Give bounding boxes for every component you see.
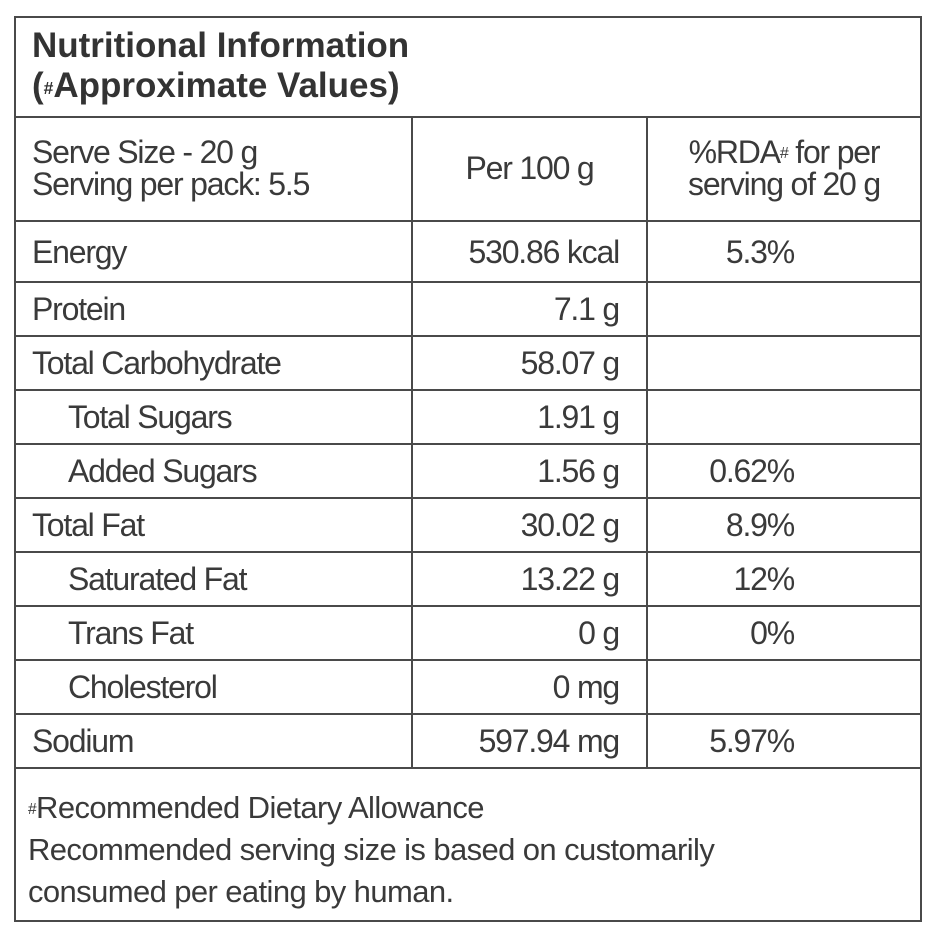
- title-line-2: (#Approximate Values): [32, 66, 920, 106]
- rda-line-2: serving of 20 g: [688, 166, 881, 202]
- label-title: Nutritional Information (#Approximate Va…: [16, 18, 920, 118]
- footer-line-1-text: Recommended Dietary Allowance: [36, 790, 484, 825]
- rda-value: 5.97%: [646, 713, 920, 769]
- nutrient-name: Total Fat: [16, 497, 413, 553]
- per100-value: 58.07 g: [411, 335, 648, 391]
- rda-value: [646, 659, 920, 715]
- rda-value: 5.3%: [646, 221, 920, 283]
- header-row: Serve Size - 20 g Serving per pack: 5.5 P…: [16, 116, 920, 222]
- nutrient-name: Added Sugars: [16, 443, 413, 499]
- nutrient-name: Sodium: [16, 713, 413, 769]
- nutrient-name: Trans Fat: [16, 605, 413, 661]
- per100-value: 0 mg: [411, 659, 648, 715]
- nutrient-name: Protein: [16, 281, 413, 337]
- rda-value: 12%: [646, 551, 920, 607]
- table-row: Protein 7.1 g: [16, 281, 920, 337]
- footer-line-3: consumed per eating by human.: [28, 874, 454, 909]
- title-line-1: Nutritional Information: [32, 26, 410, 65]
- hash-sup: #: [43, 78, 54, 98]
- rda-value: [646, 389, 920, 445]
- hash-sup: #: [28, 801, 37, 818]
- table-row: Energy 530.86 kcal 5.3%: [16, 221, 920, 283]
- rda-label-post: for per: [787, 134, 880, 170]
- rda-value: 0%: [646, 605, 920, 661]
- table-row: Total Fat 30.02 g 8.9%: [16, 497, 920, 553]
- per100-value: 30.02 g: [411, 497, 648, 553]
- serve-size-cell: Serve Size - 20 g Serving per pack: 5.5: [16, 116, 413, 222]
- title-line-2-text: Approximate Values): [53, 66, 400, 105]
- per100-header: Per 100 g: [411, 116, 648, 222]
- per100-value: 13.22 g: [411, 551, 648, 607]
- table-row: Sodium 597.94 mg 5.97%: [16, 713, 920, 769]
- table-row: Total Sugars 1.91 g: [16, 389, 920, 445]
- per100-value: 1.56 g: [411, 443, 648, 499]
- table-row: Saturated Fat 13.22 g 12%: [16, 551, 920, 607]
- table-row: Added Sugars 1.56 g 0.62%: [16, 443, 920, 499]
- nutrition-label: Nutritional Information (#Approximate Va…: [14, 16, 922, 922]
- per100-value: 530.86 kcal: [411, 221, 648, 283]
- paren: (: [32, 66, 44, 105]
- footer-note: #Recommended Dietary Allowance Recommend…: [16, 775, 932, 913]
- footer-line-1: #Recommended Dietary Allowance: [28, 787, 932, 829]
- per100-value: 0 g: [411, 605, 648, 661]
- table-row: Cholesterol 0 mg: [16, 659, 920, 715]
- rda-value: [646, 335, 920, 391]
- rda-header: %RDA# for per serving of 20 g: [646, 116, 920, 222]
- serve-size: Serve Size - 20 g: [32, 134, 258, 170]
- table-row: Trans Fat 0 g 0%: [16, 605, 920, 661]
- hash-sup: #: [779, 145, 789, 162]
- nutrient-name: Energy: [16, 221, 413, 283]
- footer-line-2: Recommended serving size is based on cus…: [28, 832, 715, 867]
- per100-value: 7.1 g: [411, 281, 648, 337]
- per100-value: 597.94 mg: [411, 713, 648, 769]
- rda-label: %RDA: [688, 134, 781, 170]
- nutrient-name: Total Carbohydrate: [16, 335, 413, 391]
- rda-value: [646, 281, 920, 337]
- per100-value: 1.91 g: [411, 389, 648, 445]
- nutrition-table: Serve Size - 20 g Serving per pack: 5.5 P…: [16, 116, 920, 769]
- nutrient-name: Total Sugars: [16, 389, 413, 445]
- nutrient-name: Cholesterol: [16, 659, 413, 715]
- rda-value: 0.62%: [646, 443, 920, 499]
- table-row: Total Carbohydrate 58.07 g: [16, 335, 920, 391]
- serving-per-pack: Serving per pack: 5.5: [32, 166, 310, 202]
- nutrient-name: Saturated Fat: [16, 551, 413, 607]
- rda-value: 8.9%: [646, 497, 920, 553]
